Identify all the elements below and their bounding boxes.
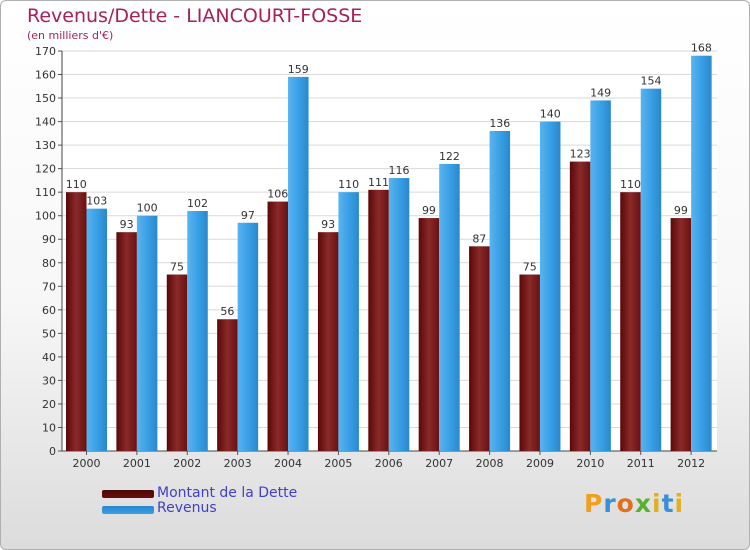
brand-letter: x [634,489,652,518]
x-tick-label: 2008 [476,457,504,470]
legend-label-revenue: Revenus [157,500,217,516]
bar-revenue [691,55,712,452]
data-label-debt: 99 [422,204,436,217]
y-tick-label: 100 [35,210,56,223]
brand-letter: o [616,489,635,518]
y-tick-label: 40 [42,351,56,364]
bar-debt [166,274,188,451]
bar-revenue [237,222,259,451]
bar-revenue [439,163,460,452]
data-label-revenue: 136 [489,117,510,130]
x-tick-label: 2011 [627,457,655,470]
bar-revenue [288,76,309,451]
brand-letter: i [674,489,685,518]
bar-revenue [640,88,662,451]
data-label-revenue: 102 [187,197,208,210]
bar-debt [519,274,540,451]
y-tick-label: 80 [42,257,56,270]
y-tick-label: 90 [42,233,56,246]
bar-revenue [86,208,107,451]
brand-letter: i [652,489,662,518]
bar-debt [317,232,339,451]
data-label-revenue: 110 [338,178,359,191]
data-label-debt: 123 [570,148,591,161]
legend-swatch-revenue [102,506,154,514]
x-tick-label: 2000 [73,457,101,470]
x-tick-label: 2004 [274,457,302,470]
bar-debt [418,218,440,451]
data-label-debt: 93 [321,218,335,231]
data-label-revenue: 97 [241,209,255,222]
data-label-revenue: 149 [590,86,611,99]
data-label-revenue: 116 [389,164,410,177]
chart-title: Revenus/Dette - LIANCOURT-FOSSE [27,5,363,27]
data-label-revenue: 154 [640,75,661,88]
data-label-revenue: 100 [137,202,158,215]
data-label-debt: 106 [267,188,288,201]
y-tick-label: 160 [35,69,56,82]
x-tick-label: 2007 [425,457,453,470]
bar-debt [66,192,87,452]
y-tick-label: 60 [42,304,56,317]
bar-debt [116,232,137,451]
y-tick-label: 140 [35,116,56,129]
bar-revenue [388,178,410,451]
bar-debt [469,246,490,451]
bar-debt [368,189,389,451]
data-label-debt: 111 [368,176,389,189]
data-label-debt: 93 [120,218,134,231]
y-tick-label: 0 [49,445,56,458]
y-tick-label: 130 [35,139,56,152]
proxiti-logo: Proxiti [584,489,684,518]
data-label-revenue: 168 [691,42,712,55]
data-label-debt: 56 [220,305,234,318]
y-tick-label: 110 [35,186,56,199]
x-tick-label: 2006 [375,457,403,470]
bar-revenue [590,100,611,451]
bar-revenue [539,121,561,452]
bar-revenue [187,211,208,451]
data-label-debt: 87 [472,232,486,245]
y-tick-label: 120 [35,163,56,176]
x-tick-label: 2003 [224,457,252,470]
x-tick-label: 2001 [123,457,151,470]
brand-letter: r [603,489,617,518]
x-tick-label: 2002 [173,457,201,470]
legend-swatch-debt [102,490,154,498]
x-tick-label: 2012 [677,457,705,470]
legend-label-debt: Montant de la Dette [157,485,298,501]
bar-debt [217,319,238,451]
brand-letter: P [584,489,604,518]
x-tick-label: 2009 [526,457,554,470]
y-tick-label: 50 [42,327,56,340]
data-label-debt: 99 [674,204,688,217]
y-tick-label: 10 [42,421,56,434]
data-label-revenue: 122 [439,150,460,163]
data-label-revenue: 140 [540,108,561,121]
bar-debt [670,218,692,451]
data-label-revenue: 159 [288,63,309,76]
bar-debt [569,161,591,451]
y-tick-label: 150 [35,92,56,105]
bar-revenue [338,192,359,452]
bar-debt [620,192,641,452]
bar-revenue [489,131,511,451]
brand-letter: t [661,489,675,518]
x-tick-label: 2005 [324,457,352,470]
x-tick-label: 2010 [576,457,604,470]
y-tick-label: 70 [42,280,56,293]
data-label-debt: 75 [170,261,184,274]
data-label-debt: 110 [66,178,87,191]
data-label-debt: 110 [620,178,641,191]
chart-subtitle: (en milliers d'€) [27,29,114,42]
y-tick-label: 20 [42,398,56,411]
bar-revenue [136,215,158,451]
data-label-debt: 75 [523,261,537,274]
bar-debt [267,201,289,451]
data-label-revenue: 103 [86,195,107,208]
y-tick-label: 170 [35,45,56,58]
y-tick-label: 30 [42,374,56,387]
